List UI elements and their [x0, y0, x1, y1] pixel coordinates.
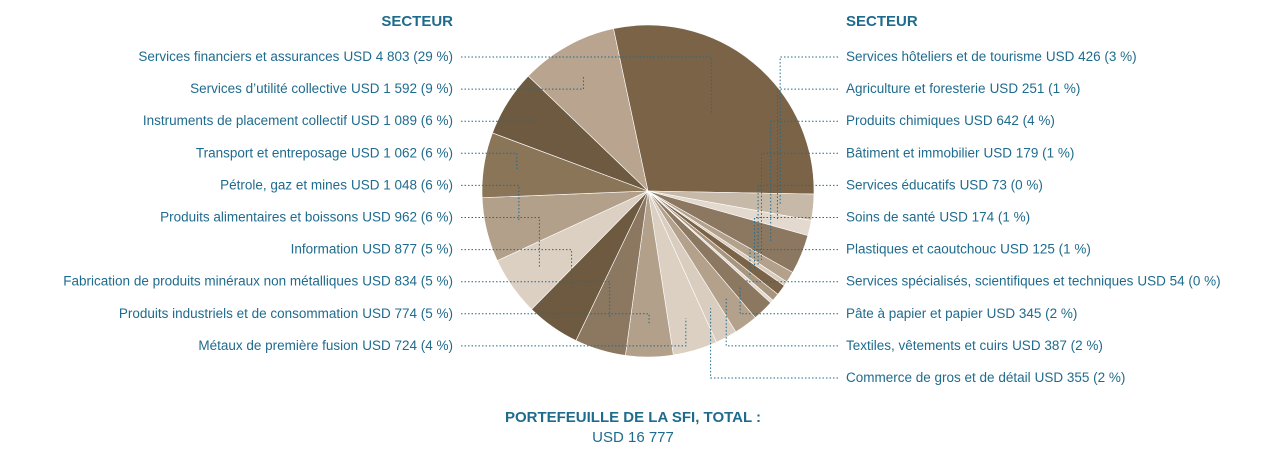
slice-label: Produits chimiques USD 642 (4 %): [846, 113, 1055, 128]
slice-label: Services financiers et assurances USD 4 8…: [138, 49, 453, 64]
slice-category: Fabrication de produits minéraux non mét…: [63, 273, 358, 288]
slice-value-label: USD 1 592 (9 %): [351, 81, 453, 96]
slice-label: Instruments de placement collectif USD 1 …: [143, 113, 453, 128]
slice-value-label: USD 834 (5 %): [362, 273, 453, 288]
leader-line: [461, 318, 687, 347]
slice-label: Textiles, vêtements et cuirs USD 387 (2 %…: [846, 337, 1103, 352]
slice-label: Plastiques et caoutchouc USD 125 (1 %): [846, 241, 1091, 256]
slice-value-label: USD 962 (6 %): [362, 209, 453, 224]
total: USD 16 777: [592, 429, 674, 446]
legend-title: SECTEUR: [381, 13, 453, 30]
leader-line: [776, 88, 838, 221]
slice-category: Métaux de première fusion: [198, 337, 358, 352]
slice-category: Agriculture et foresterie: [846, 81, 986, 96]
leader-line: [770, 120, 838, 242]
slice-category: Soins de santé: [846, 209, 935, 224]
footer-title: PORTEFEUILLE DE LA SFI, TOTAL :: [505, 409, 761, 426]
slice-category: Pâte à papier et papier: [846, 305, 983, 320]
slice-category: Bâtiment et immobilier: [846, 145, 980, 160]
slice-label: Pâte à papier et papier USD 345 (2 %): [846, 305, 1077, 320]
slice-value-label: USD 174 (1 %): [939, 209, 1030, 224]
slice-category: Information: [291, 241, 359, 256]
slice-value-label: USD 345 (2 %): [987, 305, 1078, 320]
leader-line: [461, 249, 573, 300]
slice-category: Commerce de gros et de détail: [846, 370, 1031, 385]
slice-value-label: USD 1 048 (6 %): [351, 177, 453, 192]
slice-label: Services d’utilité collective USD 1 592 (…: [190, 81, 453, 96]
slice-category: Produits chimiques: [846, 113, 960, 128]
slice-label: Pétrole, gaz et mines USD 1 048 (6 %): [220, 177, 453, 192]
pie-slice: [527, 28, 649, 192]
slice-value-label: USD 179 (1 %): [984, 145, 1075, 160]
leader-line: [461, 281, 611, 319]
slice-value-label: USD 251 (1 %): [990, 81, 1081, 96]
leader-line: [739, 286, 838, 315]
slice-label: Produits industriels et de consommation U…: [119, 305, 453, 320]
slice-category: Services hôteliers et de tourisme: [846, 49, 1042, 64]
slice-category: Services financiers et assurances: [138, 49, 339, 64]
slice-label: Services spécialisés, scientifiques et t…: [846, 273, 1221, 288]
slice-category: Transport et entreposage: [196, 145, 347, 160]
slice-label: Produits alimentaires et boissons USD 962…: [160, 209, 453, 224]
slice-value-label: USD 724 (4 %): [362, 337, 453, 352]
slice-category: Instruments de placement collectif: [143, 113, 347, 128]
slice-category: Services spécialisés, scientifiques et t…: [846, 273, 1134, 288]
slice-category: Produits alimentaires et boissons: [160, 209, 358, 224]
slice-label: Métaux de première fusion USD 724 (4 %): [198, 337, 453, 352]
slice-value-label: USD 355 (2 %): [1035, 370, 1126, 385]
slice-category: Services éducatifs: [846, 177, 956, 192]
slice-category: Plastiques et caoutchouc: [846, 241, 996, 256]
leader-line: [461, 217, 540, 268]
slice-label: Transport et entreposage USD 1 062 (6 %): [196, 145, 453, 160]
leader-line: [710, 308, 838, 379]
legend-title: SECTEUR: [846, 13, 918, 30]
labels: Services financiers et assurances USD 4 8…: [63, 49, 1220, 385]
slice-label: Services éducatifs USD 73 (0 %): [846, 177, 1043, 192]
slice-value-label: USD 387 (2 %): [1012, 337, 1103, 352]
slice-value-label: USD 877 (5 %): [362, 241, 453, 256]
slice-value-label: USD 1 089 (6 %): [351, 113, 453, 128]
leader-line: [760, 152, 838, 260]
slice-label: Services hôteliers et de tourisme USD 426…: [846, 49, 1137, 64]
slice-category: Pétrole, gaz et mines: [220, 177, 347, 192]
slice-value-label: USD 774 (5 %): [362, 305, 453, 320]
slice-value-label: USD 4 803 (29 %): [343, 49, 453, 64]
pie-slice: [613, 24, 815, 195]
slice-value-label: USD 426 (3 %): [1046, 49, 1137, 64]
leader-line: [461, 120, 537, 122]
leader-line: [749, 249, 838, 277]
slice-value-label: USD 1 062 (6 %): [351, 145, 453, 160]
leader-line: [461, 152, 518, 171]
slice-value-label: USD 73 (0 %): [960, 177, 1043, 192]
slice-label: Commerce de gros et de détail USD 355 (2 …: [846, 370, 1125, 385]
slice-label: Information USD 877 (5 %): [291, 241, 453, 256]
slice-value-label: USD 125 (1 %): [1000, 241, 1091, 256]
slice-label: Bâtiment et immobilier USD 179 (1 %): [846, 145, 1074, 160]
slice-label: Soins de santé USD 174 (1 %): [846, 209, 1030, 224]
slice-label: Fabrication de produits minéraux non mét…: [63, 273, 453, 288]
slice-value-label: USD 642 (4 %): [964, 113, 1055, 128]
leader-line: [757, 184, 838, 266]
slice-label: Agriculture et foresterie USD 251 (1 %): [846, 81, 1080, 96]
slice-category: Textiles, vêtements et cuirs: [846, 337, 1008, 352]
slice-category: Produits industriels et de consommation: [119, 305, 358, 320]
slices: [481, 24, 815, 358]
slice-value-label: USD 54 (0 %): [1137, 273, 1220, 288]
slice-category: Services d’utilité collective: [190, 81, 347, 96]
leader-line: [746, 279, 838, 283]
